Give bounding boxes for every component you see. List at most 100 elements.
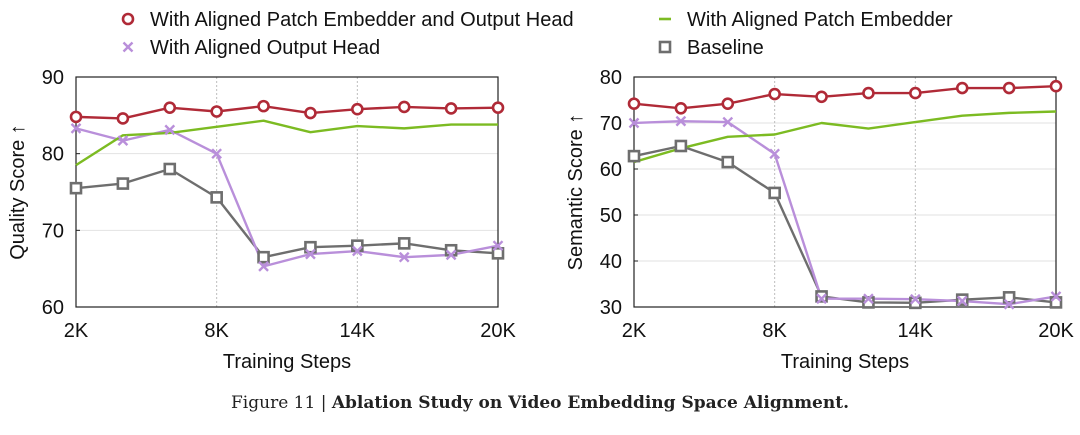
caption-prefix: Figure 11 | <box>231 393 332 413</box>
data-point <box>69 181 83 195</box>
data-point <box>1002 81 1016 95</box>
data-point <box>304 106 317 120</box>
data-point <box>722 116 734 128</box>
data-point <box>1049 79 1063 93</box>
data-point-stroke-b <box>816 293 827 305</box>
chart-panel-2: 30 40 50 60 70 80 2K 8K 14K 20K Training Steps Sema… <box>565 67 1074 373</box>
data-point <box>909 293 921 305</box>
series-line <box>633 144 1057 305</box>
data-point <box>956 295 968 307</box>
data-point <box>628 117 640 129</box>
x-tick-label: 2K <box>622 320 647 342</box>
x-tick-label: 20K <box>480 320 516 342</box>
data-point <box>351 102 364 116</box>
data-point <box>863 293 874 305</box>
data-point <box>164 124 176 136</box>
data-point <box>492 240 504 252</box>
series-line <box>75 119 498 167</box>
data-point-stroke-b <box>492 240 504 252</box>
data-point <box>397 100 411 114</box>
data-point <box>163 162 177 176</box>
series-line <box>633 119 1057 306</box>
y-tick-label: 50 <box>600 205 622 227</box>
data-point-stroke-b <box>863 293 874 305</box>
y-tick-label: 60 <box>600 159 622 181</box>
plot-frame <box>633 76 1057 308</box>
legend-label: With Aligned Patch Embedder <box>687 9 953 31</box>
x-tick-label: 20K <box>1038 320 1074 342</box>
data-point <box>70 123 82 134</box>
data-point <box>491 101 505 114</box>
caption-title: Ablation Study on Video Embedding Space … <box>331 393 849 413</box>
data-point-stroke-b <box>211 148 223 160</box>
data-point <box>211 148 223 160</box>
x-axis-title: Training Steps <box>781 351 909 373</box>
legend: With Aligned Patch Embedder and Output H… <box>121 9 953 59</box>
data-point <box>257 99 270 113</box>
chart-panel-1: 60 70 80 90 2K 8K 14K 20K Training Steps Quality … <box>7 67 516 373</box>
data-point <box>674 139 688 153</box>
data-point <box>491 247 505 260</box>
data-point <box>862 86 875 100</box>
plot-frame <box>75 76 499 308</box>
x-tick-label: 8K <box>762 320 787 342</box>
data-point-stroke-b <box>675 115 687 127</box>
data-point <box>1050 291 1062 302</box>
data-point <box>675 115 687 127</box>
x-tick-label: 14K <box>340 320 376 342</box>
data-point <box>351 245 363 257</box>
data-point-stroke-b <box>909 293 921 305</box>
data-point-stroke-b <box>956 295 968 307</box>
data-point-stroke-b <box>351 245 363 257</box>
data-point <box>444 102 458 115</box>
series-line <box>75 167 499 259</box>
legend-item: Baseline <box>658 37 764 59</box>
data-point <box>769 148 781 160</box>
data-point <box>1003 298 1015 310</box>
series-line <box>75 104 499 120</box>
y-tick-label: 80 <box>42 144 64 166</box>
data-point-stroke-b <box>628 117 640 129</box>
data-point <box>768 186 781 200</box>
data-point-stroke-b <box>117 135 129 146</box>
x-axis-title: Training Steps <box>223 351 351 373</box>
x-tick-label: 14K <box>898 320 934 342</box>
data-point <box>768 87 781 101</box>
legend-label: With Aligned Output Head <box>150 37 380 59</box>
data-point <box>305 248 316 260</box>
data-point <box>210 191 223 204</box>
data-point <box>163 101 177 114</box>
y-tick-label: 70 <box>600 113 622 135</box>
data-point <box>721 155 735 169</box>
data-point <box>815 90 828 104</box>
figure-caption: Figure 11 | Ablation Study on Video Embe… <box>0 393 1080 413</box>
data-point-stroke-b <box>258 261 269 272</box>
y-tick-label: 30 <box>600 297 622 319</box>
data-point-stroke-b <box>722 116 734 128</box>
data-point <box>1002 291 1016 304</box>
legend-marker <box>121 12 135 26</box>
data-point <box>909 86 922 100</box>
data-point-stroke-b <box>398 251 410 263</box>
data-point-stroke-b <box>164 124 176 136</box>
data-point <box>627 149 641 163</box>
data-point <box>721 97 735 110</box>
legend-marker <box>122 41 134 53</box>
data-point <box>210 105 223 118</box>
y-tick-label: 70 <box>42 220 64 242</box>
data-point <box>398 251 410 263</box>
x-tick-label: 2K <box>64 320 89 342</box>
y-tick-label: 60 <box>42 297 64 319</box>
data-point <box>257 250 270 264</box>
data-point <box>117 135 129 146</box>
data-point <box>445 249 457 261</box>
legend-marker-stroke-b <box>122 41 134 53</box>
data-point <box>674 101 688 115</box>
y-axis-title: Semantic Score ↑ <box>565 114 587 271</box>
data-point <box>304 240 317 254</box>
series-line <box>633 85 1057 110</box>
series-line <box>633 110 1057 164</box>
legend-marker <box>658 40 672 54</box>
data-point-stroke-b <box>1003 298 1015 310</box>
legend-label: With Aligned Patch Embedder and Output H… <box>150 9 574 31</box>
